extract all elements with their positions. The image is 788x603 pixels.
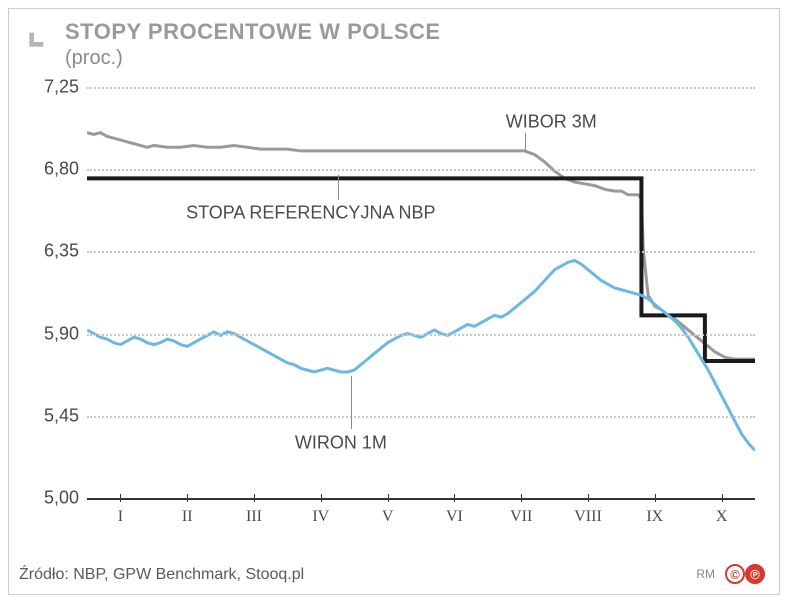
arrow-down-left-icon — [27, 21, 55, 49]
x-tick — [388, 494, 389, 502]
copyright-badge: ℗ — [745, 564, 765, 584]
grid-line — [87, 87, 755, 89]
grid-line — [87, 334, 755, 336]
x-tick-label: X — [716, 508, 728, 526]
x-tick — [187, 494, 188, 502]
x-tick — [254, 494, 255, 502]
x-tick-label: V — [382, 508, 394, 526]
y-axis-labels: 5,005,455,906,356,807,25 — [33, 87, 83, 498]
grid-line — [87, 169, 755, 171]
x-tick-label: I — [118, 508, 123, 526]
y-tick-label: 5,90 — [44, 323, 79, 344]
y-tick-label: 5,45 — [44, 405, 79, 426]
x-axis: IIIIIIIVVVIVIIVIIIIXX — [87, 498, 755, 538]
chart-subtitle: (proc.) — [65, 47, 441, 70]
x-tick — [321, 494, 322, 502]
x-tick — [454, 494, 455, 502]
x-tick-label: IV — [312, 508, 329, 526]
series-line — [87, 133, 755, 360]
x-tick — [120, 494, 121, 502]
y-tick-label: 5,00 — [44, 488, 79, 509]
y-tick-label: 6,80 — [44, 159, 79, 180]
annotation-pointer — [525, 133, 526, 151]
x-tick — [722, 494, 723, 502]
series-line — [87, 261, 755, 451]
x-tick-label: III — [246, 508, 262, 526]
annotation-pointer — [351, 376, 352, 429]
x-tick-label: IX — [646, 508, 663, 526]
x-tick — [588, 494, 589, 502]
x-tick-label: VII — [510, 508, 532, 526]
series-label: STOPA REFERENCYJNA NBP — [186, 203, 435, 224]
grid-line — [87, 416, 755, 418]
x-tick-label: VIII — [574, 508, 602, 526]
title-block: STOPY PROCENTOWE W POLSCE (proc.) — [65, 19, 441, 70]
y-tick-label: 7,25 — [44, 77, 79, 98]
series-label: WIRON 1M — [295, 433, 387, 454]
grid-line — [87, 251, 755, 253]
x-tick-label: VI — [446, 508, 463, 526]
credit: RM — [696, 567, 715, 581]
plot-region: WIBOR 3M STOPA REFERENCYJNA NBP WIRON 1M — [87, 87, 755, 498]
x-tick-label: II — [182, 508, 193, 526]
x-tick — [521, 494, 522, 502]
footer-right: RM ©℗ — [696, 564, 765, 584]
chart-container: STOPY PROCENTOWE W POLSCE (proc.) 5,00 5,… — [8, 8, 780, 595]
chart-title: STOPY PROCENTOWE W POLSCE — [65, 19, 441, 45]
copyright-badge: © — [725, 564, 745, 584]
x-tick — [655, 494, 656, 502]
y-tick-label: 6,35 — [44, 241, 79, 262]
chart-area: 5,005,455,906,356,807,25 WIBOR 3MSTOPA R… — [33, 87, 755, 538]
annotation-pointer — [338, 175, 339, 201]
series-label: WIBOR 3M — [506, 111, 597, 132]
series-svg — [87, 87, 755, 498]
source-footer: Źródło: NBP, GPW Benchmark, Stooq.pl — [19, 566, 304, 584]
header: STOPY PROCENTOWE W POLSCE (proc.) — [27, 19, 441, 70]
